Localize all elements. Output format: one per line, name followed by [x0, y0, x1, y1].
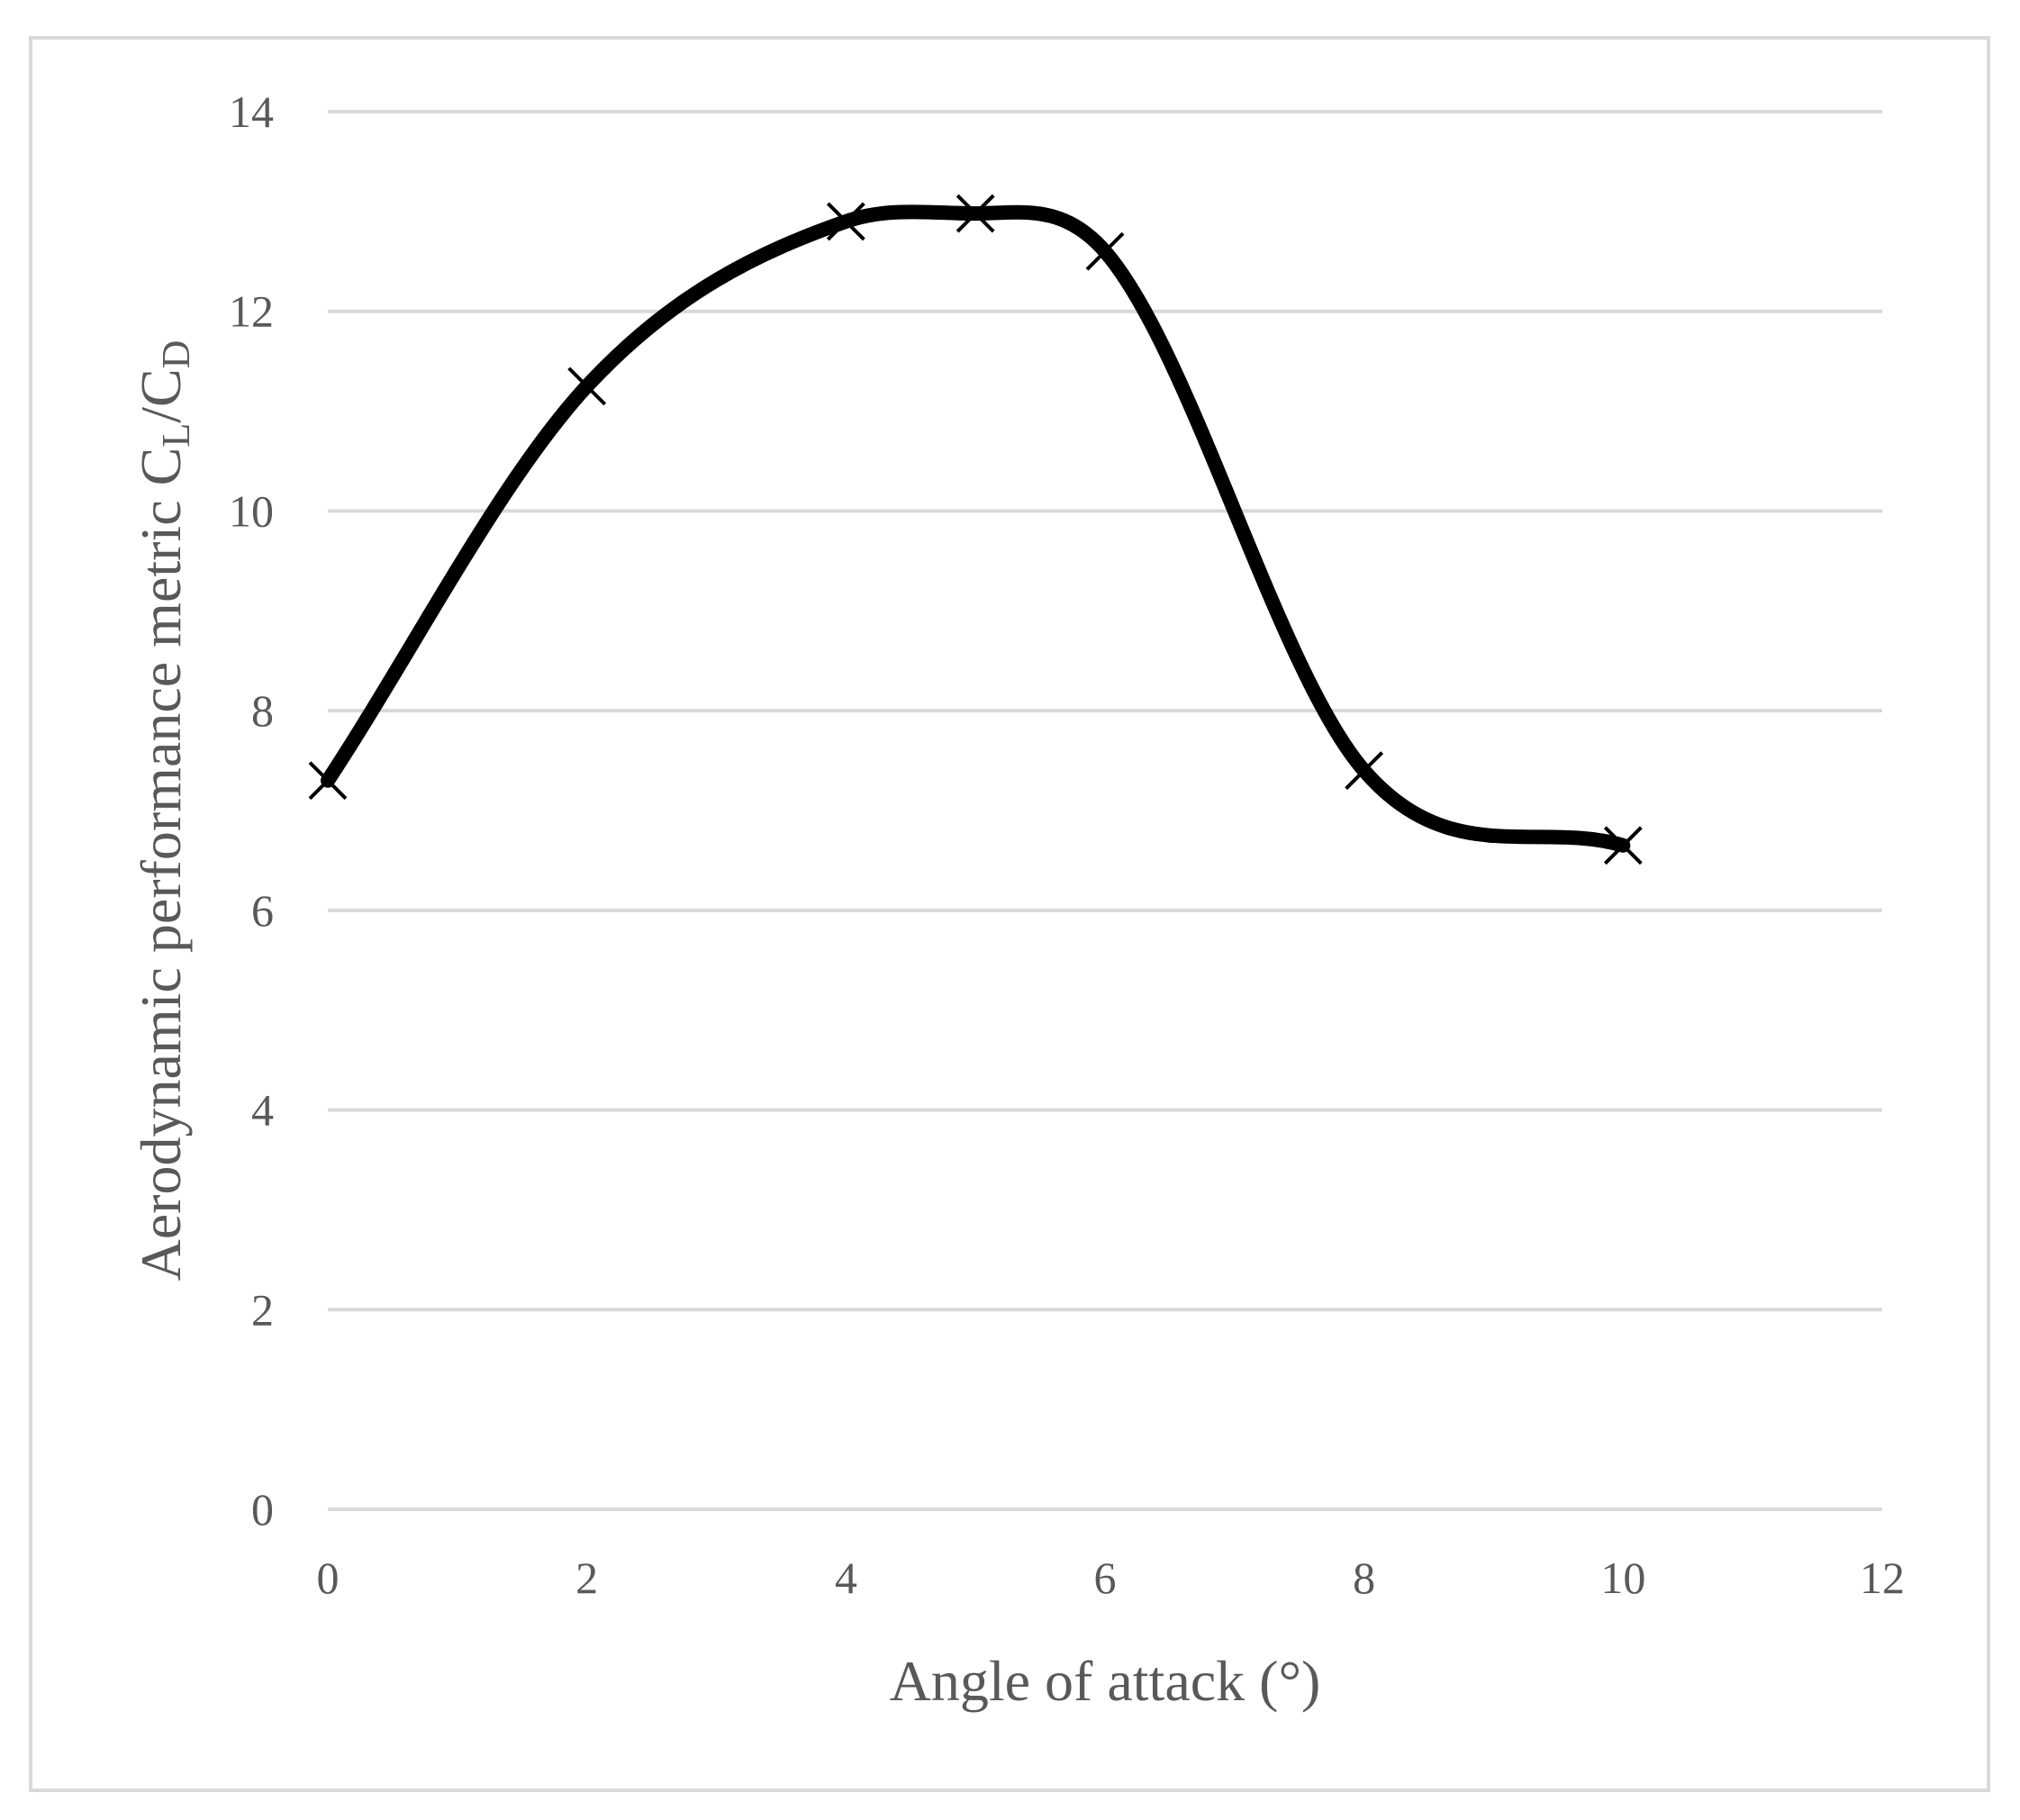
x-axis-tick-labels: 0 2 4 6 8 10 12 — [317, 1553, 1906, 1603]
y-tick-label-12: 12 — [229, 286, 274, 337]
x-tick-label-0: 0 — [317, 1553, 340, 1603]
y-axis-title: Aerodynamic performance metric CL/CD — [129, 340, 198, 1281]
y-tick-label-14: 14 — [229, 86, 274, 137]
data-point-x6 — [1085, 231, 1125, 271]
data-point-x4 — [826, 202, 865, 241]
gridlines — [328, 110, 1882, 1511]
data-point-x10 — [1603, 826, 1643, 865]
y-tick-label-6: 6 — [251, 885, 274, 936]
data-point-x2 — [567, 367, 607, 406]
x-tick-label-12: 12 — [1860, 1553, 1905, 1603]
x-tick-label-6: 6 — [1094, 1553, 1117, 1603]
data-point-x0 — [308, 761, 348, 801]
data-point-x5 — [956, 194, 995, 233]
y-tick-label-0: 0 — [251, 1484, 274, 1535]
y-tick-label-10: 10 — [229, 485, 274, 536]
series-layer — [321, 204, 1631, 853]
x-tick-label-2: 2 — [575, 1553, 598, 1603]
series-line-0 — [321, 204, 1631, 853]
x-tick-label-4: 4 — [835, 1553, 857, 1603]
x-tick-label-8: 8 — [1353, 1553, 1375, 1603]
y-tick-label-2: 2 — [251, 1284, 274, 1335]
chart-frame — [29, 36, 1990, 1792]
y-axis-tick-labels: 0 2 4 6 8 10 12 14 — [229, 86, 274, 1535]
y-tick-label-4: 4 — [251, 1085, 274, 1136]
x-tick-label-10: 10 — [1600, 1553, 1645, 1603]
data-point-x8 — [1345, 751, 1384, 791]
y-tick-label-8: 8 — [251, 685, 274, 736]
markers — [308, 194, 1643, 865]
x-axis-title: Angle of attack (°) — [890, 1649, 1321, 1713]
